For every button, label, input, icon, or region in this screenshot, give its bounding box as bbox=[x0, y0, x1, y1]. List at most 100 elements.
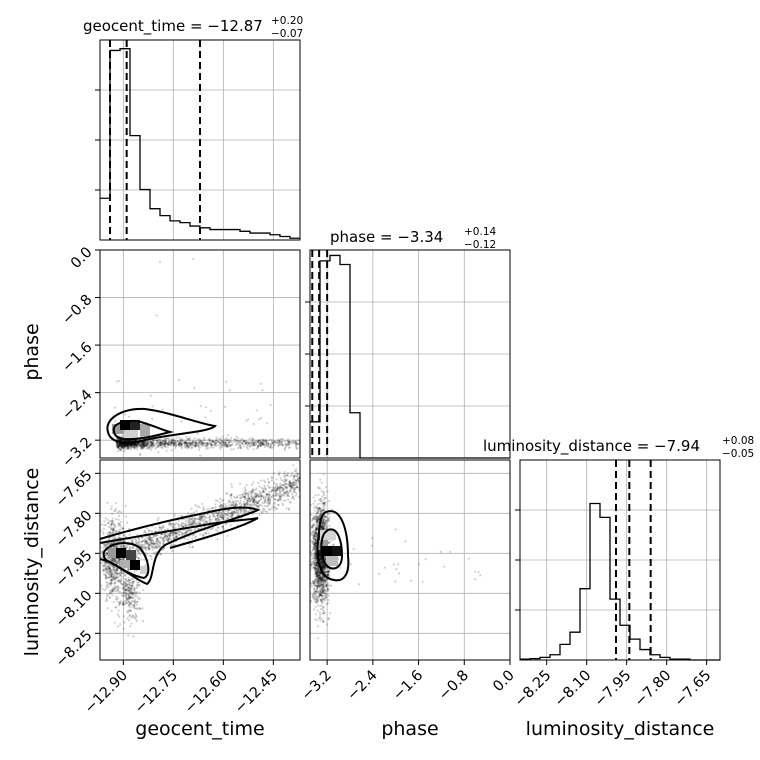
sample-point bbox=[224, 515, 227, 518]
sample-point bbox=[164, 533, 167, 536]
sample-point bbox=[123, 621, 126, 624]
sample-point bbox=[316, 508, 319, 511]
sample-point bbox=[190, 446, 193, 450]
sample-point bbox=[303, 442, 305, 444]
sample-point bbox=[114, 571, 117, 574]
sample-point bbox=[314, 541, 317, 544]
sample-point bbox=[291, 471, 294, 474]
sample-point bbox=[225, 517, 228, 520]
sample-point bbox=[316, 579, 319, 583]
sample-point bbox=[134, 439, 138, 442]
sample-point bbox=[156, 537, 159, 541]
sample-point bbox=[178, 530, 181, 534]
sample-point bbox=[198, 439, 201, 443]
sample-point bbox=[222, 511, 225, 515]
sample-point bbox=[127, 582, 130, 585]
sample-point bbox=[114, 530, 117, 534]
sample-point bbox=[286, 490, 289, 493]
sample-point bbox=[107, 583, 110, 586]
sample-point bbox=[270, 479, 273, 482]
sample-point bbox=[321, 601, 324, 604]
sample-point bbox=[208, 520, 211, 524]
sample-point bbox=[210, 507, 213, 510]
sample-point bbox=[109, 591, 112, 595]
sample-point bbox=[116, 572, 119, 575]
sample-point bbox=[166, 534, 169, 537]
sample-point bbox=[326, 623, 329, 626]
sample-point bbox=[246, 441, 249, 444]
sample-point bbox=[119, 443, 122, 446]
sample-point bbox=[116, 596, 119, 599]
sample-point bbox=[112, 537, 115, 540]
sample-point bbox=[251, 488, 254, 491]
sample-point bbox=[127, 576, 130, 579]
sample-point bbox=[120, 511, 123, 514]
sample-point bbox=[274, 492, 277, 495]
sample-point bbox=[134, 446, 137, 449]
sample-point bbox=[126, 580, 129, 583]
sample-point bbox=[248, 497, 251, 500]
sample-point bbox=[127, 446, 130, 449]
sample-point bbox=[316, 570, 319, 573]
sample-point bbox=[273, 444, 276, 448]
sample-point bbox=[288, 446, 291, 449]
sample-point bbox=[193, 522, 196, 525]
sample-point bbox=[255, 493, 258, 496]
sample-point bbox=[241, 493, 244, 496]
sample-point bbox=[187, 524, 190, 527]
sample-point bbox=[225, 445, 228, 448]
sample-point bbox=[142, 445, 145, 448]
sample-point bbox=[301, 439, 303, 441]
sample-point bbox=[117, 446, 120, 449]
sample-point bbox=[139, 445, 142, 448]
sample-point bbox=[186, 441, 189, 445]
sample-point bbox=[162, 540, 165, 543]
sample-point bbox=[273, 502, 276, 505]
sample-point bbox=[130, 439, 133, 442]
sample-point bbox=[152, 445, 155, 448]
sample-point bbox=[289, 483, 292, 486]
sample-point bbox=[112, 565, 115, 568]
sample-point bbox=[190, 521, 193, 524]
sample-point bbox=[184, 520, 187, 523]
sample-point bbox=[178, 442, 181, 445]
sample-point bbox=[322, 592, 325, 595]
sample-point bbox=[273, 443, 276, 446]
sample-point bbox=[205, 516, 208, 520]
sample-point bbox=[208, 507, 211, 510]
sample-point bbox=[122, 539, 125, 543]
sample-point bbox=[204, 531, 207, 535]
sample-point bbox=[132, 444, 135, 447]
sample-point bbox=[257, 443, 260, 446]
sample-point bbox=[236, 443, 239, 446]
sample-point bbox=[104, 574, 108, 578]
sample-point bbox=[220, 504, 223, 507]
sample-point bbox=[116, 573, 119, 576]
sample-point bbox=[214, 503, 217, 506]
sample-point bbox=[130, 447, 133, 450]
sample-point bbox=[110, 581, 113, 584]
sample-point bbox=[287, 507, 290, 510]
sample-point bbox=[246, 503, 249, 506]
density-cell bbox=[116, 548, 126, 558]
sample-point bbox=[108, 567, 111, 570]
sample-point bbox=[120, 443, 123, 446]
sample-point bbox=[220, 510, 223, 514]
sample-point bbox=[113, 577, 116, 580]
sample-point bbox=[112, 528, 115, 532]
sample-point bbox=[320, 562, 323, 565]
sample-point bbox=[276, 488, 279, 491]
sample-point bbox=[216, 530, 219, 533]
sample-point bbox=[149, 445, 152, 448]
sample-point bbox=[141, 442, 144, 445]
sample-point bbox=[287, 441, 291, 444]
sample-point bbox=[314, 535, 317, 538]
sample-point bbox=[173, 536, 176, 539]
sample-point bbox=[149, 441, 153, 444]
sample-point bbox=[108, 595, 111, 599]
sample-point bbox=[116, 560, 119, 564]
sample-point bbox=[117, 580, 120, 583]
sample-point bbox=[247, 497, 250, 500]
sample-point bbox=[194, 504, 197, 507]
sample-point bbox=[122, 443, 125, 446]
